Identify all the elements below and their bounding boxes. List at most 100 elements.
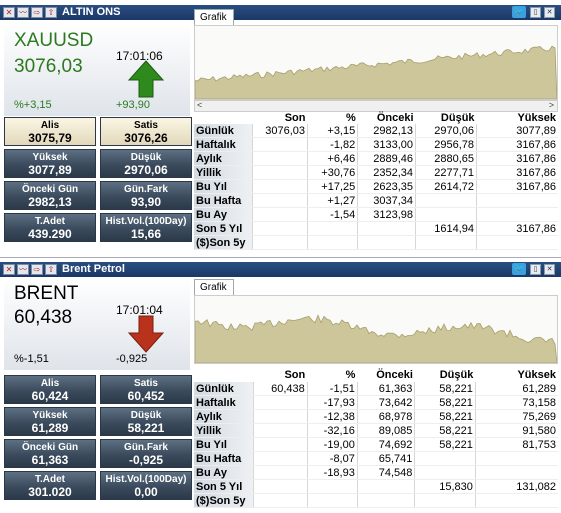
chart-scrollbar[interactable]: < > [194, 100, 558, 112]
stat-box-label: T.Adet [35, 474, 65, 485]
table-cell [414, 451, 476, 466]
minimize-icon[interactable]: ▯ [530, 7, 541, 18]
stat-box-value: 439.290 [28, 227, 72, 241]
stat-box-value: 2982,13 [28, 195, 72, 209]
window-titlebar: ✕ 〰 ⇨ ⇧ Brent Petrol 🐦 ▯ ✕ [0, 262, 561, 277]
symbol-name: BRENT [14, 283, 79, 304]
column-header: % [345, 369, 356, 381]
table-cell: 3076,03 [252, 124, 308, 138]
quote-summary: XAUUSD 3076,03 17:01:06 %+3,15 +93,90 [4, 22, 190, 116]
table-cell: 2970,06 [415, 124, 477, 138]
table-cell [252, 179, 308, 194]
stat-box-gün-fark: Gün.Fark 93,90 [100, 181, 192, 210]
stat-box-label: Yüksek [32, 410, 68, 421]
table-cell [252, 423, 308, 438]
stat-box-label: Gün.Fark [124, 184, 168, 195]
table-cell: 3167,86 [476, 151, 558, 166]
table-cell [357, 235, 416, 250]
forward-icon[interactable]: ⇨ [31, 264, 43, 275]
close-icon[interactable]: ✕ [544, 264, 555, 275]
table-cell: +30,76 [306, 165, 358, 180]
update-time: 17:01:06 [116, 49, 163, 63]
last-price: 3076,03 [14, 56, 83, 77]
table-row: Bu Yıl +17,25 2623,35 2614,72 3167,86 [194, 179, 558, 194]
forward-icon[interactable]: ⇨ [31, 7, 43, 18]
table-cell: 58,221 [414, 395, 476, 410]
table-cell [252, 437, 308, 452]
row-label: ($)Son 5y [194, 493, 254, 508]
table-cell: -12,38 [306, 409, 358, 424]
table-cell: -18,93 [306, 465, 358, 480]
column-header: Yüksek [517, 112, 556, 124]
table-cell: 2277,71 [415, 165, 477, 180]
twitter-icon[interactable]: 🐦 [512, 263, 526, 275]
table-cell: 74,692 [356, 437, 415, 452]
table-row: Yillik +30,76 2352,34 2277,71 3167,86 [194, 165, 558, 180]
stat-box-value: 301.020 [28, 485, 72, 499]
tab-grafik[interactable]: Grafik [194, 9, 234, 25]
stat-box-satis: Satis 3076,26 [100, 117, 192, 146]
stat-box-value: 60,452 [127, 389, 165, 403]
row-label: Yillik [194, 165, 253, 180]
stat-box-yüksek: Yüksek 3077,89 [4, 149, 96, 178]
up-icon[interactable]: ⇧ [45, 264, 57, 275]
stat-box-value: 15,66 [130, 227, 162, 241]
column-header: Son [284, 112, 306, 124]
table-cell [252, 137, 308, 152]
up-icon[interactable]: ⇧ [45, 7, 57, 18]
tab-grafik[interactable]: Grafik [194, 279, 234, 295]
table-cell: -1,82 [306, 137, 358, 152]
column-header [194, 112, 253, 124]
stat-box-value: 93,90 [130, 195, 162, 209]
scroll-left-icon[interactable]: < [197, 100, 203, 110]
table-row: Son 5 Yıl 1614,94 3167,86 [194, 221, 558, 236]
table-cell [356, 493, 415, 508]
table-row: Aylık +6,46 2889,46 2880,65 3167,86 [194, 151, 558, 166]
stat-box-label: Gün.Fark [124, 442, 168, 453]
table-cell [415, 235, 477, 250]
table-cell [306, 235, 358, 250]
stat-box-alis: Alis 60,424 [4, 375, 96, 404]
table-cell [252, 409, 308, 424]
close-icon[interactable]: ✕ [544, 7, 555, 18]
row-label: Haftalık [194, 137, 253, 152]
table-cell: -32,16 [306, 423, 358, 438]
column-header: Son [284, 369, 306, 381]
window-titlebar: ✕ 〰 ⇨ ⇧ ALTIN ONS 🐦 ▯ ✕ [0, 5, 561, 20]
stat-box-value: 58,221 [127, 421, 165, 435]
table-row: Bu Hafta -8,07 65,741 [194, 451, 558, 466]
table-cell: 81,753 [474, 437, 558, 452]
twitter-icon[interactable]: 🐦 [512, 6, 526, 18]
table-cell: +3,15 [306, 124, 358, 138]
table-cell [252, 193, 308, 208]
chart-icon[interactable]: 〰 [17, 264, 29, 275]
table-row: Aylık -12,38 68,978 58,221 75,269 [194, 409, 558, 424]
scroll-right-icon[interactable]: > [548, 100, 554, 110]
stat-box-value: -0,925 [128, 453, 164, 467]
minimize-icon[interactable]: ▯ [530, 264, 541, 275]
close-x-icon[interactable]: ✕ [3, 264, 15, 275]
table-row: Bu Yıl -19,00 74,692 58,221 81,753 [194, 437, 558, 452]
chart-icon[interactable]: 〰 [17, 7, 29, 18]
table-cell [306, 493, 358, 508]
altin-ons-panel: ✕ 〰 ⇨ ⇧ ALTIN ONS 🐦 ▯ ✕ XAUUSD 3076,03 1… [0, 5, 561, 255]
stat-box-value: 2970,06 [124, 163, 168, 177]
table-cell: +17,25 [306, 179, 358, 194]
row-label: Haftalık [194, 395, 254, 410]
table-row: Bu Hafta +1,27 3037,34 [194, 193, 558, 208]
table-cell: 68,978 [356, 409, 415, 424]
table-cell: 58,221 [414, 437, 476, 452]
table-cell: 2880,65 [415, 151, 477, 166]
table-cell: 3133,00 [357, 137, 416, 152]
column-header [194, 368, 253, 382]
close-x-icon[interactable]: ✕ [3, 7, 15, 18]
table-cell: 2352,34 [357, 165, 416, 180]
table-cell [252, 479, 308, 494]
table-header-row: Son% Önceki Düşük Yüksek [194, 368, 558, 382]
column-header: Yüksek [517, 369, 556, 381]
stat-box-label: Alis [40, 120, 60, 131]
table-cell [414, 465, 476, 480]
area-chart [194, 45, 558, 100]
table-cell: -1,54 [306, 207, 358, 222]
stat-box-value: 60,424 [31, 389, 69, 403]
